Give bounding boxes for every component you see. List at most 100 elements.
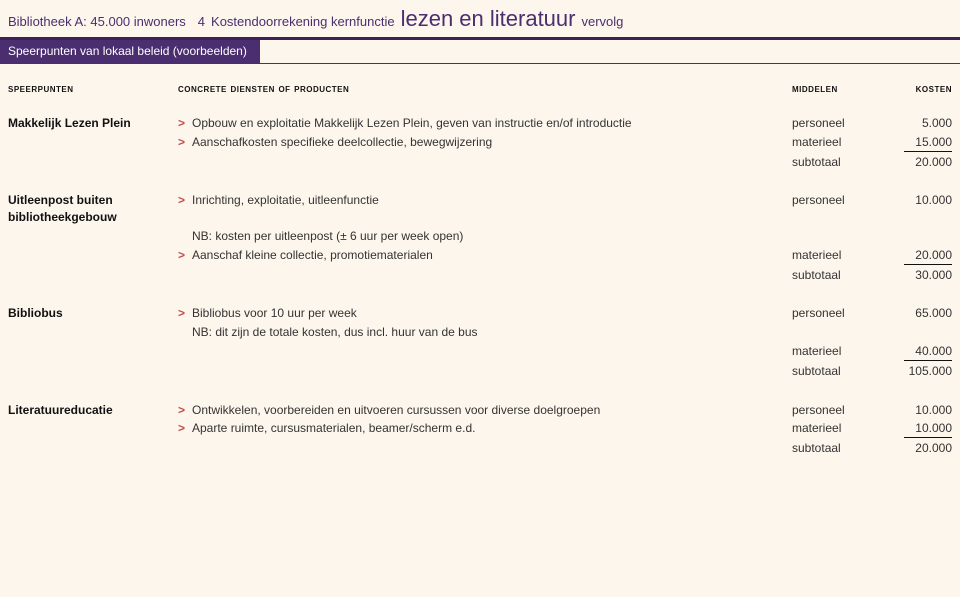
table-row: Bibliobus >Bibliobus voor 10 uur per week…	[8, 305, 952, 322]
section: Bibliobus >Bibliobus voor 10 uur per week…	[8, 305, 952, 379]
middel-cell: personeel	[792, 192, 882, 209]
bullet-line: >Inrichting, exploitatie, uitleenfunctie	[178, 192, 782, 209]
table-row: subtotaal105.000	[8, 363, 952, 380]
dienst-text: Bibliobus voor 10 uur per week	[192, 305, 782, 322]
col-header-kosten: kosten	[882, 82, 952, 97]
speerpunt-label: Makkelijk Lezen Plein	[8, 115, 168, 132]
table-row: NB: kosten per uitleenpost (± 6 uur per …	[8, 228, 952, 245]
middel-cell: personeel	[792, 305, 882, 322]
kosten-value: 40.000	[904, 343, 952, 361]
column-headers: speerpunten concrete diensten of product…	[8, 82, 952, 97]
header-row: Bibliotheek A: 45.000 inwoners 4 Kostend…	[0, 0, 960, 37]
section: Makkelijk Lezen Plein >Opbouw en exploita…	[8, 115, 952, 170]
col-header-middelen: middelen	[792, 82, 882, 97]
kosten-cell: 15.000	[882, 134, 952, 152]
dienst-text: Aanschaf kleine collectie, promotiemater…	[192, 247, 782, 264]
dienst-cell: NB: dit zijn de totale kosten, dus incl.…	[178, 324, 792, 341]
kosten-cell: 20.000	[882, 247, 952, 265]
bullet-icon: >	[178, 247, 192, 264]
bullet-icon: >	[178, 192, 192, 209]
dienst-text: Opbouw en exploitatie Makkelijk Lezen Pl…	[192, 115, 782, 132]
table-row: materieel 40.000	[8, 343, 952, 361]
section: Literatuureducatie >Ontwikkelen, voorbere…	[8, 402, 952, 457]
dienst-cell: >Inrichting, exploitatie, uitleenfunctie	[178, 192, 792, 209]
kosten-cell: 10.000	[882, 420, 952, 438]
kosten-value: 10.000	[904, 420, 952, 438]
speerpunt-cell: Bibliobus	[8, 305, 178, 322]
speerpunt-cell: Literatuureducatie	[8, 402, 178, 419]
middel-cell: subtotaal	[792, 267, 882, 284]
speerpunt-label: Uitleenpost buiten bibliotheek­gebouw	[8, 192, 168, 226]
table-row: Literatuureducatie >Ontwikkelen, voorbere…	[8, 402, 952, 419]
title-lead: Kostendoorrekening kernfunctie	[211, 13, 395, 31]
table-row: Makkelijk Lezen Plein >Opbouw en exploita…	[8, 115, 952, 132]
kosten-value: 20.000	[904, 247, 952, 265]
speerpunten-bar: Speerpunten van lokaal beleid (voorbeeld…	[0, 40, 260, 63]
dienst-cell: >Aanschaf kleine collectie, promotiemate…	[178, 247, 792, 264]
kosten-cell: 20.000	[882, 154, 952, 171]
dienst-cell: >Ontwikkelen, voorbereiden en uitvoeren …	[178, 402, 792, 419]
table-row: >Aparte ruimte, cursusmaterialen, beamer…	[8, 420, 952, 438]
middel-cell: personeel	[792, 402, 882, 419]
kosten-cell: 20.000	[882, 440, 952, 457]
table-row: subtotaal30.000	[8, 267, 952, 284]
dienst-cell: >Opbouw en exploitatie Makkelijk Lezen P…	[178, 115, 792, 132]
speerpunt-cell: Makkelijk Lezen Plein	[8, 115, 178, 132]
table-row: >Aanschaf kleine collectie, promotiemate…	[8, 247, 952, 265]
note-text: NB: dit zijn de totale kosten, dus incl.…	[192, 324, 782, 341]
bullet-line: >Aanschafkosten specifieke deelcollectie…	[178, 134, 782, 151]
table-row: subtotaal20.000	[8, 440, 952, 457]
title-suffix: vervolg	[581, 13, 623, 31]
note-text: NB: kosten per uitleenpost (± 6 uur per …	[192, 228, 782, 245]
dienst-cell: >Aparte ruimte, cursusmaterialen, beamer…	[178, 420, 792, 437]
middel-cell: materieel	[792, 420, 882, 437]
section: Uitleenpost buiten bibliotheek­gebouw>In…	[8, 192, 952, 283]
bullet-line: >Aparte ruimte, cursusmaterialen, beamer…	[178, 420, 782, 437]
kosten-cell: 40.000	[882, 343, 952, 361]
title-main: lezen en literatuur	[401, 4, 576, 35]
bullet-icon: >	[178, 402, 192, 419]
dienst-cell: NB: kosten per uitleenpost (± 6 uur per …	[178, 228, 792, 245]
dienst-text: Aanschafkosten specifieke deelcollectie,…	[192, 134, 782, 151]
kosten-cell: 30.000	[882, 267, 952, 284]
title-area: 4 Kostendoorrekening kernfunctie lezen e…	[198, 4, 624, 35]
dienst-text: Aparte ruimte, cursusmaterialen, beamer/…	[192, 420, 782, 437]
table-row: NB: dit zijn de totale kosten, dus incl.…	[8, 324, 952, 341]
bullet-line: >Ontwikkelen, voorbereiden en uitvoeren …	[178, 402, 782, 419]
middel-cell: materieel	[792, 134, 882, 151]
dienst-text: Inrichting, exploitatie, uitleenfunctie	[192, 192, 782, 209]
kosten-cell: 105.000	[882, 363, 952, 380]
dienst-text: Ontwikkelen, voorbereiden en uitvoeren c…	[192, 402, 782, 419]
bullet-icon: >	[178, 420, 192, 437]
bullet-icon: >	[178, 115, 192, 132]
title-number: 4	[198, 13, 205, 31]
content-area: speerpunten concrete diensten of product…	[0, 64, 960, 457]
bullet-line: >Opbouw en exploitatie Makkelijk Lezen P…	[178, 115, 782, 132]
kosten-cell: 10.000	[882, 192, 952, 209]
bullet-line: >Aanschaf kleine collectie, promotiemate…	[178, 247, 782, 264]
table-row: >Aanschafkosten specifieke deelcollectie…	[8, 134, 952, 152]
kosten-cell: 10.000	[882, 402, 952, 419]
kosten-value: 15.000	[904, 134, 952, 152]
library-label: Bibliotheek A: 45.000 inwoners	[8, 13, 186, 31]
dienst-cell: >Bibliobus voor 10 uur per week	[178, 305, 792, 322]
speerpunt-cell: Uitleenpost buiten bibliotheek­gebouw	[8, 192, 178, 226]
middel-cell: materieel	[792, 247, 882, 264]
speerpunt-label: Literatuureducatie	[8, 402, 168, 419]
kosten-cell: 5.000	[882, 115, 952, 132]
bullet-icon: >	[178, 134, 192, 151]
middel-cell: materieel	[792, 343, 882, 360]
table-row: subtotaal20.000	[8, 154, 952, 171]
table-row: Uitleenpost buiten bibliotheek­gebouw >In…	[8, 192, 952, 226]
kosten-cell: 65.000	[882, 305, 952, 322]
bullet-icon: >	[178, 305, 192, 322]
bullet-line: >Bibliobus voor 10 uur per week	[178, 305, 782, 322]
middel-cell: personeel	[792, 115, 882, 132]
dienst-cell: >Aanschafkosten specifieke deelcollectie…	[178, 134, 792, 151]
middel-cell: subtotaal	[792, 363, 882, 380]
col-header-speerpunten: speerpunten	[8, 82, 178, 97]
speerpunt-label: Bibliobus	[8, 305, 168, 322]
middel-cell: subtotaal	[792, 440, 882, 457]
col-header-diensten: concrete diensten of producten	[178, 82, 792, 97]
middel-cell: subtotaal	[792, 154, 882, 171]
